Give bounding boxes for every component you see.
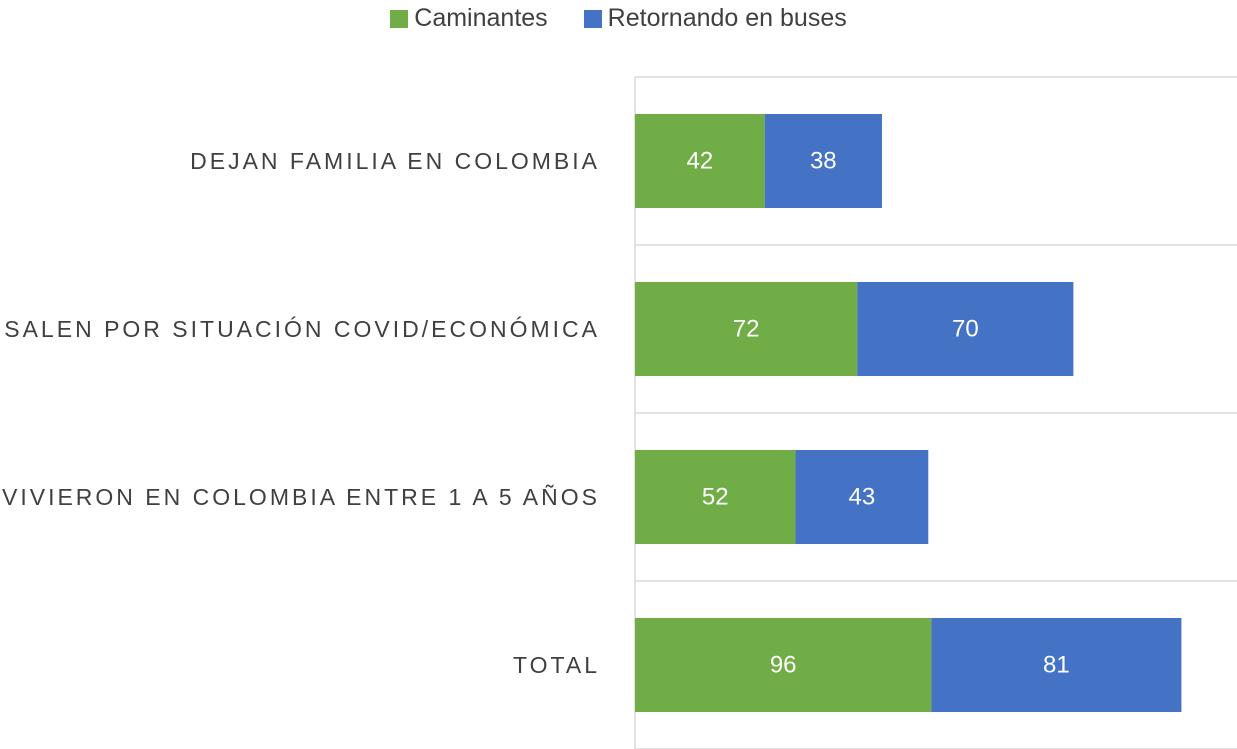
legend-item: Retornando en buses xyxy=(583,4,847,33)
category-label: VIVIERON EN COLOMBIA ENTRE 1 A 5 AÑOS xyxy=(2,484,600,510)
data-label: 42 xyxy=(686,147,713,174)
category-label: DEJAN FAMILIA EN COLOMBIA xyxy=(190,148,600,174)
data-label: 38 xyxy=(810,147,837,174)
category-label: TOTAL xyxy=(513,652,600,678)
data-label: 81 xyxy=(1043,651,1070,678)
bar-segment xyxy=(857,282,1074,376)
legend: Caminantes Retornando en buses xyxy=(0,4,1237,33)
bar-segment xyxy=(635,282,858,376)
data-label: 70 xyxy=(952,315,979,342)
data-label: 72 xyxy=(733,315,760,342)
legend-swatch xyxy=(583,9,602,28)
legend-label: Caminantes xyxy=(414,4,548,32)
data-label: 96 xyxy=(770,651,797,678)
legend-item: Caminantes xyxy=(390,4,548,33)
bar-segment xyxy=(764,114,882,208)
legend-label: Retornando en buses xyxy=(607,4,847,32)
data-label: 52 xyxy=(702,483,729,510)
bar-segment xyxy=(635,618,932,712)
category-label: SALEN POR SITUACIÓN COVID/ECONÓMICA xyxy=(4,316,600,342)
bar-segment xyxy=(931,618,1182,712)
bar-segment xyxy=(795,450,929,544)
bar-segment xyxy=(635,450,796,544)
legend-swatch xyxy=(390,9,409,28)
bar-segment xyxy=(635,114,765,208)
data-label: 43 xyxy=(849,483,876,510)
